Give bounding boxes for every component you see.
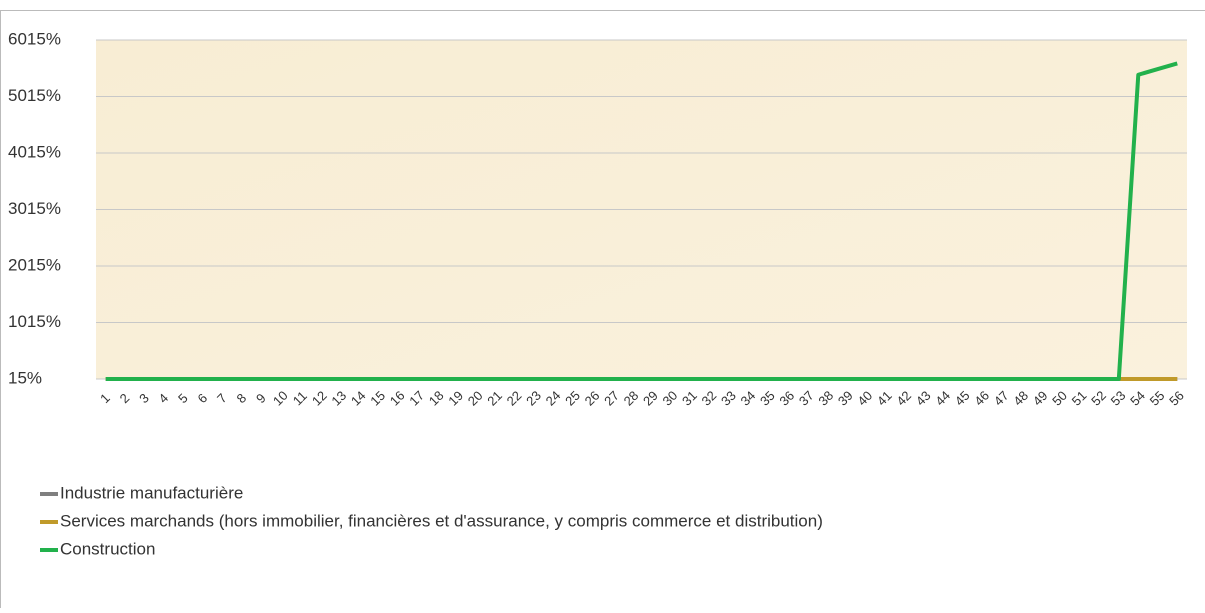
x-tick-label: 9 <box>253 390 269 406</box>
x-tick-label: 55 <box>1147 388 1168 409</box>
y-tick-label: 6015% <box>8 29 61 48</box>
x-tick-label: 22 <box>504 388 525 409</box>
x-tick-label: 44 <box>932 388 953 409</box>
x-tick-label: 49 <box>1030 388 1051 409</box>
x-tick-label: 38 <box>815 388 836 409</box>
x-tick-label: 31 <box>679 388 700 409</box>
x-tick-label: 42 <box>893 388 914 409</box>
x-tick-label: 40 <box>854 388 875 409</box>
x-tick-label: 11 <box>290 388 310 408</box>
x-tick-label: 18 <box>426 388 447 409</box>
x-tick-label: 27 <box>601 388 622 409</box>
x-tick-label: 47 <box>991 388 1012 409</box>
x-tick-label: 43 <box>913 388 934 409</box>
legend-label: Services marchands (hors immobilier, fin… <box>60 511 823 530</box>
x-tick-label: 37 <box>796 388 817 409</box>
x-tick-label: 21 <box>484 388 505 409</box>
x-tick-label: 39 <box>835 388 856 409</box>
x-tick-label: 33 <box>718 388 739 409</box>
x-tick-label: 25 <box>562 388 583 409</box>
x-tick-label: 28 <box>621 388 642 409</box>
x-tick-label: 45 <box>952 388 973 409</box>
x-tick-label: 8 <box>234 390 250 406</box>
x-tick-label: 6 <box>195 390 211 406</box>
y-tick-label: 4015% <box>8 142 61 161</box>
x-tick-label: 34 <box>737 388 758 409</box>
y-tick-label: 3015% <box>8 199 61 218</box>
x-tick-label: 16 <box>387 388 408 409</box>
x-tick-label: 29 <box>640 388 661 409</box>
x-tick-label: 12 <box>309 388 330 409</box>
x-tick-label: 13 <box>328 388 349 409</box>
x-tick-label: 24 <box>543 388 564 409</box>
x-tick-label: 7 <box>214 390 230 406</box>
x-tick-label: 50 <box>1049 388 1070 409</box>
x-tick-label: 51 <box>1069 388 1090 409</box>
y-tick-label: 2015% <box>8 255 61 274</box>
legend-label: Construction <box>60 539 155 558</box>
x-tick-label: 30 <box>660 388 681 409</box>
x-tick-label: 52 <box>1088 388 1109 409</box>
x-tick-label: 10 <box>270 388 291 409</box>
y-tick-label: 15% <box>8 368 42 387</box>
x-tick-label: 1 <box>97 390 113 406</box>
x-tick-label: 2 <box>117 390 133 406</box>
x-tick-label: 3 <box>136 390 152 406</box>
y-tick-label: 5015% <box>8 86 61 105</box>
x-tick-label: 4 <box>156 390 172 406</box>
legend-label: Industrie manufacturière <box>60 483 243 502</box>
x-tick-label: 36 <box>776 388 797 409</box>
x-tick-label: 48 <box>1010 388 1031 409</box>
y-tick-label: 1015% <box>8 312 61 331</box>
x-tick-label: 15 <box>367 388 388 409</box>
x-tick-label: 46 <box>971 388 992 409</box>
x-tick-label: 54 <box>1127 388 1148 409</box>
x-tick-label: 35 <box>757 388 778 409</box>
x-tick-label: 56 <box>1166 388 1187 409</box>
x-tick-label: 17 <box>406 388 427 409</box>
x-tick-label: 20 <box>465 388 486 409</box>
x-tick-label: 19 <box>445 388 466 409</box>
x-tick-label: 14 <box>348 388 369 409</box>
x-tick-label: 26 <box>582 388 603 409</box>
x-tick-label: 53 <box>1108 388 1129 409</box>
x-tick-label: 32 <box>699 388 720 409</box>
x-tick-label: 23 <box>523 388 544 409</box>
x-tick-label: 41 <box>874 388 895 409</box>
x-tick-label: 5 <box>175 390 191 406</box>
